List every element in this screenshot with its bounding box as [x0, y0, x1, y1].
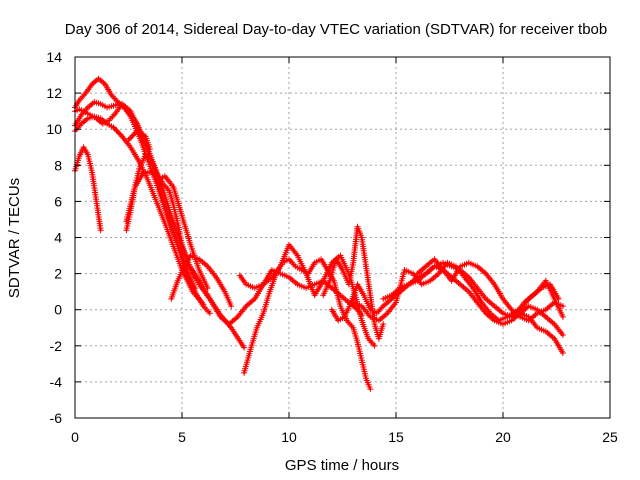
- data-point: [559, 332, 566, 338]
- y-tick-label: 0: [54, 302, 62, 318]
- data-point: [97, 227, 104, 234]
- data-point: [228, 303, 235, 310]
- y-tick-label: 12: [46, 85, 62, 101]
- x-tick-label: 5: [178, 429, 186, 445]
- grid: [75, 57, 610, 418]
- series-arc12: [236, 241, 378, 349]
- y-tick-label: 10: [46, 121, 62, 137]
- y-tick-label: 2: [54, 266, 62, 282]
- y-axis-label: SDTVAR / TECUs: [6, 178, 23, 298]
- data-point: [559, 313, 566, 320]
- y-tick-label: -6: [50, 410, 63, 426]
- series-arc5: [72, 144, 104, 234]
- data-point: [241, 344, 248, 351]
- data-point: [367, 386, 374, 393]
- series-arc18: [508, 277, 566, 320]
- chart-title: Day 306 of 2014, Sidereal Day-to-day VTE…: [65, 21, 607, 38]
- data-point: [200, 301, 207, 308]
- data-point: [380, 321, 387, 328]
- data-point: [206, 310, 213, 317]
- data-series: [72, 75, 566, 393]
- data-point: [559, 303, 566, 310]
- x-tick-label: 25: [602, 429, 618, 445]
- x-tick-label: 10: [281, 429, 297, 445]
- series-arc8: [125, 128, 153, 153]
- y-tick-label: 8: [54, 157, 62, 173]
- x-tick-label: 15: [388, 429, 404, 445]
- x-axis-label: GPS time / hours: [285, 457, 399, 474]
- series-arc17: [414, 256, 566, 324]
- series-arc13: [320, 223, 387, 342]
- data-point: [146, 146, 153, 153]
- series-arc15: [350, 259, 562, 324]
- y-tick-label: 6: [54, 193, 62, 209]
- data-point: [559, 350, 566, 356]
- x-tick-label: 20: [495, 429, 511, 445]
- data-point: [371, 342, 378, 349]
- y-tick-label: -2: [50, 338, 63, 354]
- y-tick-label: 14: [46, 49, 62, 65]
- data-point: [191, 285, 198, 291]
- y-tick-label: 4: [54, 230, 62, 246]
- series-arc16: [380, 263, 566, 338]
- series-arc11: [241, 256, 374, 393]
- axes: 0 5 10 15 20 25 -6 -4 -2 0 2 4 6 8 10 12 14: [46, 49, 618, 445]
- x-tick-label: 0: [71, 429, 79, 445]
- y-tick-label: -4: [50, 374, 63, 390]
